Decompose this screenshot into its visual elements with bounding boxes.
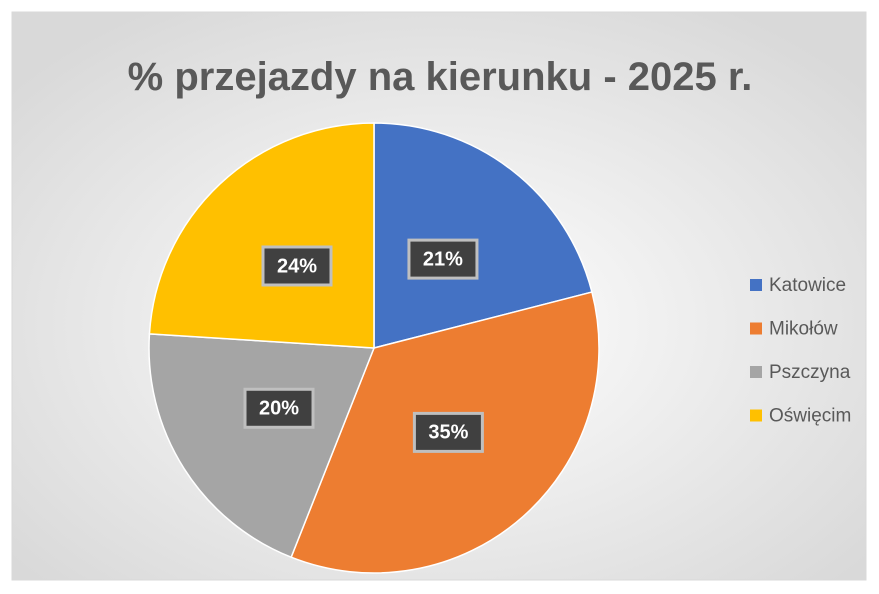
legend-label: Mikołów: [769, 319, 838, 340]
chart-title: % przejazdy na kierunku - 2025 r.: [128, 55, 753, 99]
value-label-box: [412, 411, 484, 453]
value-label: 35%: [428, 422, 468, 444]
value-label: 20%: [259, 398, 299, 420]
value-label-box: [407, 238, 479, 280]
legend-swatch: [750, 409, 762, 422]
legend-label: Oświęcim: [769, 406, 851, 427]
value-label-box: [243, 387, 315, 429]
pie-slice: [148, 333, 376, 559]
legend-label: Katowice: [769, 275, 846, 296]
value-label: 24%: [277, 255, 317, 277]
value-label-box: [261, 245, 333, 287]
legend-label: Pszczyna: [769, 362, 851, 383]
legend-swatch: [750, 279, 762, 291]
pie-slice: [373, 122, 593, 349]
legend-swatch: [750, 366, 762, 378]
legend-swatch: [750, 322, 762, 335]
value-label: 21%: [423, 248, 463, 270]
pie-slice: [148, 122, 375, 349]
